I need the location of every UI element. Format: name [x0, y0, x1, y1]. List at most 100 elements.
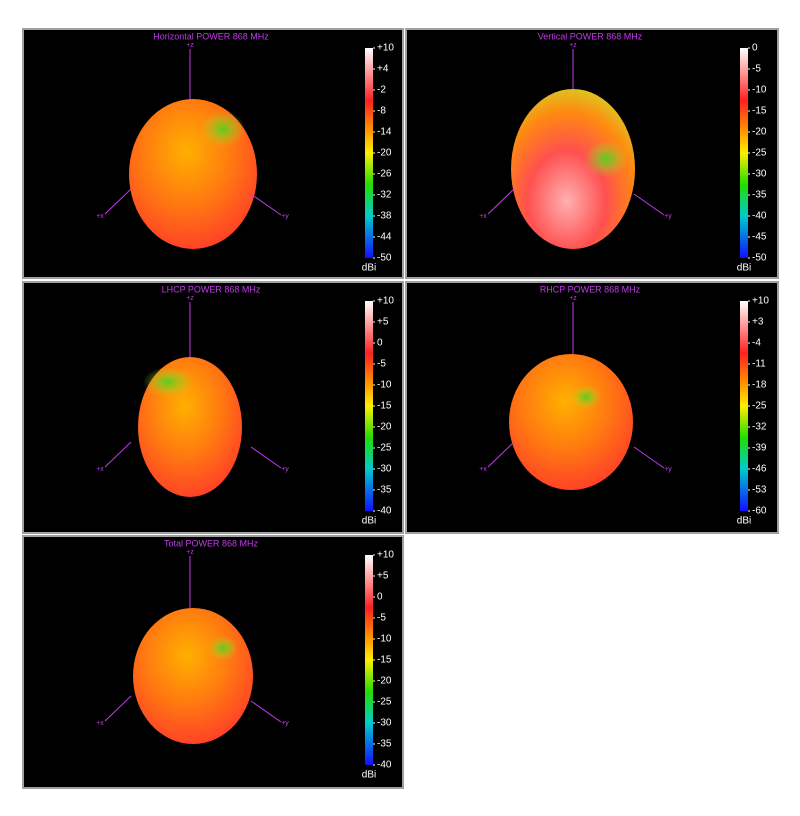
- colorbar-tick-label: -40: [752, 211, 767, 222]
- colorbar-unit: dBi: [362, 263, 376, 274]
- colorbar-tick-label: -20: [752, 127, 767, 138]
- colorbar: [740, 48, 748, 258]
- axis-x-label: +x: [96, 720, 104, 727]
- colorbar-tick-label: +3: [752, 317, 764, 328]
- pattern-panel: RHCP POWER 868 MHz+z +x +y +10 +3 -4 -11 -18 -25…: [405, 281, 779, 534]
- axis-x-label: +x: [96, 213, 104, 220]
- axis-z-label: +z: [186, 295, 194, 302]
- colorbar-tick-label: -15: [377, 655, 392, 666]
- plot-title: LHCP POWER 868 MHz: [162, 284, 261, 294]
- colorbar-tick-label: -15: [377, 401, 392, 412]
- colorbar-tick-label: -45: [752, 232, 767, 243]
- colorbar-tick-label: -35: [377, 739, 392, 750]
- colorbar-tick-label: -30: [377, 464, 392, 475]
- axis-z-label: +z: [569, 42, 577, 49]
- pattern-highlight: [584, 141, 628, 177]
- colorbar-tick-label: 0: [377, 592, 383, 603]
- colorbar-tick-label: 0: [752, 43, 758, 54]
- axis-z-label: +z: [186, 549, 194, 556]
- colorbar-tick-label: +10: [752, 296, 769, 307]
- colorbar-tick-label: -18: [752, 380, 767, 391]
- colorbar-tick-label: -14: [377, 127, 392, 138]
- colorbar-tick-label: -15: [752, 106, 767, 117]
- axis-y-label: +y: [664, 466, 672, 473]
- axis-y-line: [633, 446, 665, 469]
- axis-y-line: [250, 700, 282, 723]
- pattern-surface: [509, 354, 633, 490]
- axis-y-label: +y: [281, 720, 289, 727]
- axis-x-label: +x: [479, 213, 487, 220]
- colorbar-tick-label: -60: [752, 506, 767, 517]
- axis-x-line: [104, 441, 132, 468]
- colorbar-tick-label: -20: [377, 148, 392, 159]
- pattern-surface: [511, 89, 635, 249]
- colorbar-tick-label: -50: [752, 253, 767, 264]
- colorbar: [365, 48, 373, 258]
- colorbar-tick-label: -25: [377, 443, 392, 454]
- colorbar-tick-label: -38: [377, 211, 392, 222]
- colorbar-tick-label: -20: [377, 676, 392, 687]
- axis-y-label: +y: [664, 213, 672, 220]
- axis-z-label: +z: [569, 295, 577, 302]
- colorbar-tick-label: -40: [377, 760, 392, 771]
- colorbar-tick-label: -11: [752, 359, 766, 370]
- pattern-panel: Horizontal POWER 868 MHz+z +x +y +10 +4 -2 -8 -…: [22, 28, 404, 279]
- plot-title: RHCP POWER 868 MHz: [540, 284, 641, 294]
- colorbar-tick-label: -25: [377, 697, 392, 708]
- colorbar-tick-label: -25: [752, 148, 767, 159]
- pattern-highlight: [201, 111, 245, 147]
- pattern-panel: Total POWER 868 MHz+z +x +y +10 +5 0 -5 -10 -15 -…: [22, 535, 404, 789]
- colorbar: [740, 301, 748, 511]
- colorbar-tick-label: -5: [752, 64, 761, 75]
- colorbar-tick-label: +10: [377, 296, 394, 307]
- colorbar-tick-label: -40: [377, 506, 392, 517]
- colorbar-tick-label: +4: [377, 64, 389, 75]
- axis-x-line: [104, 188, 132, 215]
- colorbar-tick-label: -44: [377, 232, 392, 243]
- colorbar-tick-label: -8: [377, 106, 386, 117]
- axis-y-line: [250, 193, 282, 216]
- colorbar-tick-label: -30: [752, 169, 767, 180]
- axis-x-label: +x: [96, 466, 104, 473]
- colorbar-tick-label: -4: [752, 338, 761, 349]
- colorbar: [365, 555, 373, 765]
- axis-x-line: [487, 188, 515, 215]
- colorbar-tick-label: -26: [377, 169, 392, 180]
- colorbar-tick-label: -5: [377, 613, 386, 624]
- plot-title: Horizontal POWER 868 MHz: [153, 31, 269, 41]
- pattern-panel: Vertical POWER 868 MHz+z +x +y 0 -5 -10 -15 -20…: [405, 28, 779, 279]
- axis-x-line: [104, 695, 132, 722]
- colorbar-unit: dBi: [737, 263, 751, 274]
- axis-x-line: [487, 441, 515, 468]
- colorbar-tick-label: -35: [752, 190, 767, 201]
- colorbar-tick-label: +10: [377, 550, 394, 561]
- pattern-surface: [133, 608, 253, 744]
- colorbar-tick-label: -53: [752, 485, 767, 496]
- pattern-highlight: [571, 385, 601, 409]
- colorbar-tick-label: -25: [752, 401, 767, 412]
- pattern-highlight: [208, 636, 238, 660]
- colorbar-tick-label: +5: [377, 571, 389, 582]
- colorbar-tick-label: -32: [377, 190, 392, 201]
- axis-y-label: +y: [281, 213, 289, 220]
- colorbar-tick-label: 0: [377, 338, 383, 349]
- colorbar-tick-label: -10: [377, 634, 392, 645]
- colorbar-unit: dBi: [737, 516, 751, 527]
- colorbar-tick-label: -10: [377, 380, 392, 391]
- colorbar-tick-label: -10: [752, 85, 767, 96]
- plot-title: Vertical POWER 868 MHz: [538, 31, 643, 41]
- axis-y-label: +y: [281, 466, 289, 473]
- colorbar-unit: dBi: [362, 770, 376, 781]
- colorbar-tick-label: -20: [377, 422, 392, 433]
- colorbar: [365, 301, 373, 511]
- colorbar-tick-label: -5: [377, 359, 386, 370]
- pattern-highlight: [143, 367, 193, 397]
- plot-title: Total POWER 868 MHz: [164, 538, 259, 548]
- colorbar-tick-label: -2: [377, 85, 386, 96]
- colorbar-tick-label: -30: [377, 718, 392, 729]
- colorbar-tick-label: +5: [377, 317, 389, 328]
- colorbar-tick-label: -35: [377, 485, 392, 496]
- colorbar-tick-label: +10: [377, 43, 394, 54]
- axis-z-label: +z: [186, 42, 194, 49]
